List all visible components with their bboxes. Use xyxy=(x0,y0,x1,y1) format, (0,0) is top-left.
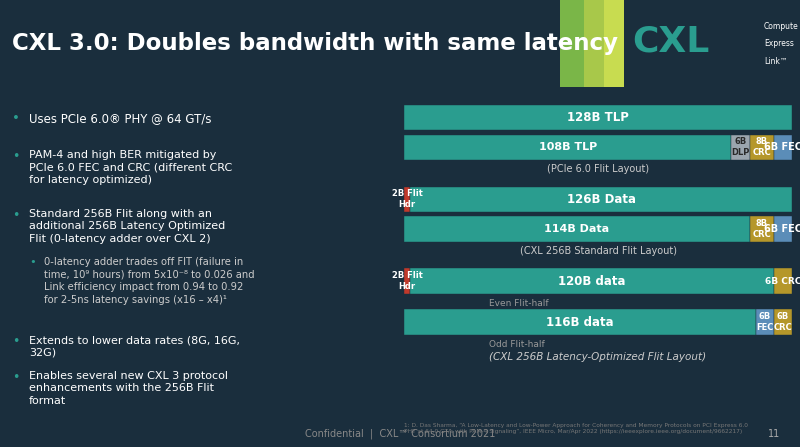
Text: 2B Flit
Hdr: 2B Flit Hdr xyxy=(391,190,422,209)
FancyBboxPatch shape xyxy=(560,0,590,87)
Text: Compute: Compute xyxy=(764,21,798,31)
FancyBboxPatch shape xyxy=(404,135,731,160)
Text: •: • xyxy=(12,335,19,348)
Text: 6B
DLP: 6B DLP xyxy=(731,138,750,157)
Text: 116B data: 116B data xyxy=(546,316,614,329)
Text: Extends to lower data rates (8G, 16G,
32G): Extends to lower data rates (8G, 16G, 32… xyxy=(29,335,240,358)
Text: 11: 11 xyxy=(768,429,780,439)
Text: 6B FEC: 6B FEC xyxy=(764,142,800,152)
Text: (CXL 256B Latency-Optimized Flit Layout): (CXL 256B Latency-Optimized Flit Layout) xyxy=(490,352,706,362)
Text: 128B TLP: 128B TLP xyxy=(567,111,629,124)
Text: 120B data: 120B data xyxy=(558,274,626,287)
Text: 8B
CRC: 8B CRC xyxy=(752,138,771,157)
FancyBboxPatch shape xyxy=(774,269,792,294)
Text: Standard 256B Flit along with an
additional 256B Latency Optimized
Flit (0-laten: Standard 256B Flit along with an additio… xyxy=(29,209,225,244)
FancyBboxPatch shape xyxy=(410,186,792,212)
Text: (PCIe 6.0 Flit Layout): (PCIe 6.0 Flit Layout) xyxy=(547,164,649,174)
Text: 6B FEC: 6B FEC xyxy=(764,224,800,234)
Text: PAM-4 and high BER mitigated by
PCIe 6.0 FEC and CRC (different CRC
for latency : PAM-4 and high BER mitigated by PCIe 6.0… xyxy=(29,151,232,185)
Text: Even Flit-half: Even Flit-half xyxy=(490,299,549,308)
Text: 0-latency adder trades off FIT (failure in
time, 10⁹ hours) from 5x10⁻⁸ to 0.026: 0-latency adder trades off FIT (failure … xyxy=(44,257,254,304)
FancyBboxPatch shape xyxy=(404,186,410,212)
Text: Uses PCIe 6.0® PHY @ 64 GT/s: Uses PCIe 6.0® PHY @ 64 GT/s xyxy=(29,112,211,125)
Text: •: • xyxy=(12,151,19,164)
FancyBboxPatch shape xyxy=(604,0,624,87)
FancyBboxPatch shape xyxy=(774,135,792,160)
FancyBboxPatch shape xyxy=(750,135,774,160)
Text: 6B
FEC: 6B FEC xyxy=(756,312,774,332)
Text: 108B TLP: 108B TLP xyxy=(538,142,597,152)
FancyBboxPatch shape xyxy=(404,269,410,294)
FancyBboxPatch shape xyxy=(404,216,750,242)
Text: •: • xyxy=(12,209,19,222)
Text: 126B Data: 126B Data xyxy=(566,193,635,206)
FancyBboxPatch shape xyxy=(756,309,774,335)
Text: Link™: Link™ xyxy=(764,56,787,66)
Text: •: • xyxy=(12,112,20,125)
FancyBboxPatch shape xyxy=(774,216,792,242)
Text: Express: Express xyxy=(764,39,794,48)
Text: Odd Flit-half: Odd Flit-half xyxy=(490,340,545,350)
Text: CXL: CXL xyxy=(632,25,710,59)
Text: 6B CRC: 6B CRC xyxy=(765,277,800,286)
FancyBboxPatch shape xyxy=(404,105,792,130)
FancyBboxPatch shape xyxy=(584,0,610,87)
Text: •: • xyxy=(12,371,19,384)
Text: 6B
CRC: 6B CRC xyxy=(774,312,792,332)
FancyBboxPatch shape xyxy=(410,269,774,294)
Text: Enables several new CXL 3 protocol
enhancements with the 256B Flit
format: Enables several new CXL 3 protocol enhan… xyxy=(29,371,228,405)
Text: •: • xyxy=(29,257,36,267)
Text: CXL 3.0: Doubles bandwidth with same latency: CXL 3.0: Doubles bandwidth with same lat… xyxy=(12,32,618,55)
FancyBboxPatch shape xyxy=(774,309,792,335)
Text: 8B
CRC: 8B CRC xyxy=(752,219,771,239)
FancyBboxPatch shape xyxy=(404,309,756,335)
Text: 1: D. Das Sharma, “A Low-Latency and Low-Power Approach for Coherency and Memory: 1: D. Das Sharma, “A Low-Latency and Low… xyxy=(404,423,748,434)
Text: (CXL 256B Standard Flit Layout): (CXL 256B Standard Flit Layout) xyxy=(519,246,677,257)
FancyBboxPatch shape xyxy=(750,216,774,242)
Text: Confidential  |  CXL™ Consortium 2021: Confidential | CXL™ Consortium 2021 xyxy=(305,429,495,439)
Text: 2B Flit
Hdr: 2B Flit Hdr xyxy=(391,271,422,291)
FancyBboxPatch shape xyxy=(731,135,750,160)
Text: 114B Data: 114B Data xyxy=(544,224,610,234)
